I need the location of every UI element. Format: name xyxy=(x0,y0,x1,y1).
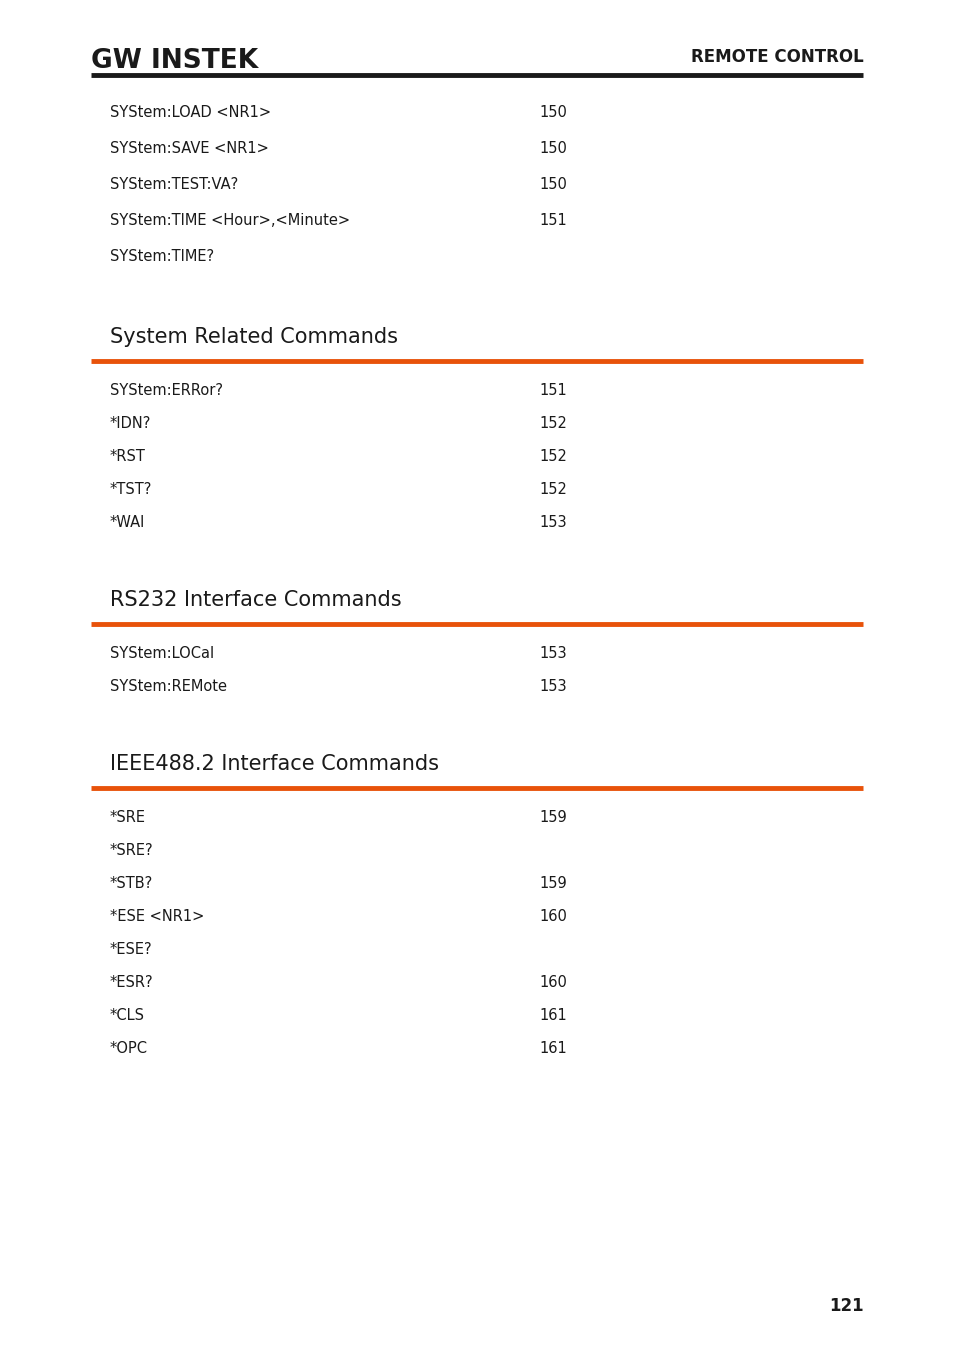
Text: *SRE?: *SRE? xyxy=(110,842,153,859)
Text: SYStem:LOCal: SYStem:LOCal xyxy=(110,647,213,662)
Text: 160: 160 xyxy=(538,909,566,923)
Text: 152: 152 xyxy=(538,450,566,464)
Text: *TST?: *TST? xyxy=(110,482,152,497)
Text: 153: 153 xyxy=(538,514,566,531)
Text: RS232 Interface Commands: RS232 Interface Commands xyxy=(110,590,401,610)
Text: IEEE488.2 Interface Commands: IEEE488.2 Interface Commands xyxy=(110,755,438,774)
Text: SYStem:REMote: SYStem:REMote xyxy=(110,679,227,694)
Text: REMOTE CONTROL: REMOTE CONTROL xyxy=(690,49,862,66)
Text: GW INSTEK: GW INSTEK xyxy=(91,49,257,74)
Text: 150: 150 xyxy=(538,177,566,192)
Text: 153: 153 xyxy=(538,679,566,694)
Text: 160: 160 xyxy=(538,975,566,990)
Text: *ESR?: *ESR? xyxy=(110,975,153,990)
Text: 159: 159 xyxy=(538,876,566,891)
Text: *IDN?: *IDN? xyxy=(110,416,151,431)
Text: 150: 150 xyxy=(538,105,566,120)
Text: SYStem:TIME?: SYStem:TIME? xyxy=(110,248,213,265)
Text: *ESE <NR1>: *ESE <NR1> xyxy=(110,909,204,923)
Text: 121: 121 xyxy=(828,1297,862,1315)
Text: *CLS: *CLS xyxy=(110,1008,145,1023)
Text: *SRE: *SRE xyxy=(110,810,146,825)
Text: SYStem:SAVE <NR1>: SYStem:SAVE <NR1> xyxy=(110,140,269,157)
Text: 151: 151 xyxy=(538,383,566,398)
Text: 159: 159 xyxy=(538,810,566,825)
Text: *RST: *RST xyxy=(110,450,146,464)
Text: SYStem:TIME <Hour>,<Minute>: SYStem:TIME <Hour>,<Minute> xyxy=(110,213,350,228)
Text: 152: 152 xyxy=(538,482,566,497)
Text: 152: 152 xyxy=(538,416,566,431)
Text: 151: 151 xyxy=(538,213,566,228)
Text: *WAI: *WAI xyxy=(110,514,145,531)
Text: *STB?: *STB? xyxy=(110,876,152,891)
Text: 150: 150 xyxy=(538,140,566,157)
Text: SYStem:ERRor?: SYStem:ERRor? xyxy=(110,383,222,398)
Text: System Related Commands: System Related Commands xyxy=(110,327,397,347)
Text: SYStem:LOAD <NR1>: SYStem:LOAD <NR1> xyxy=(110,105,271,120)
Text: 161: 161 xyxy=(538,1041,566,1056)
Text: *ESE?: *ESE? xyxy=(110,942,152,957)
Text: 153: 153 xyxy=(538,647,566,662)
Text: *OPC: *OPC xyxy=(110,1041,148,1056)
Text: SYStem:TEST:VA?: SYStem:TEST:VA? xyxy=(110,177,237,192)
Text: 161: 161 xyxy=(538,1008,566,1023)
